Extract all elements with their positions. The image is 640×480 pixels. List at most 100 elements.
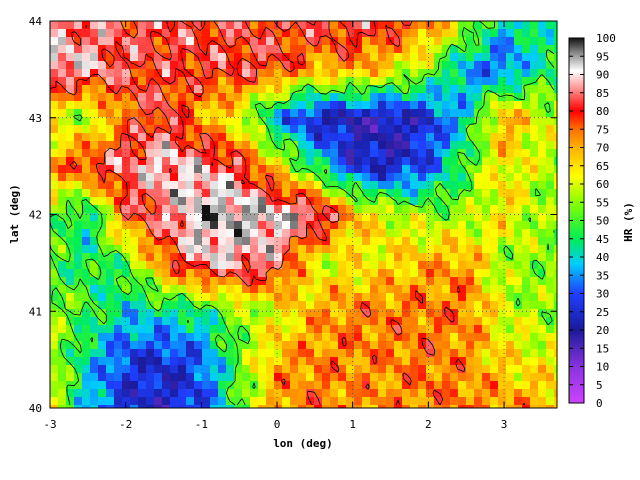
x-tick-label: -2 — [119, 418, 132, 431]
heatmap-cell — [346, 341, 355, 350]
heatmap-cell — [514, 333, 523, 342]
heatmap-cell — [154, 53, 163, 62]
heatmap-cell — [90, 189, 99, 198]
heatmap-cell — [314, 45, 323, 54]
heatmap-cell — [322, 325, 331, 334]
heatmap-cell — [370, 101, 379, 110]
heatmap-cell — [106, 213, 115, 222]
colorbar-tick-label: 35 — [596, 269, 609, 282]
heatmap-cell — [122, 405, 131, 408]
heatmap-cell — [410, 349, 419, 358]
heatmap-cell — [330, 397, 339, 406]
heatmap-cell — [530, 189, 539, 198]
heatmap-cell — [210, 373, 219, 382]
heatmap-cell — [546, 237, 555, 246]
heatmap-cell — [370, 285, 379, 294]
heatmap-cell — [66, 61, 75, 70]
heatmap-cell — [130, 61, 139, 70]
heatmap-cell — [442, 21, 451, 30]
heatmap-cell — [298, 101, 307, 110]
heatmap-cell — [82, 45, 91, 54]
heatmap-cell — [474, 253, 483, 262]
heatmap-cell — [330, 341, 339, 350]
heatmap-cell — [242, 69, 251, 78]
heatmap-cell — [402, 269, 411, 278]
colorbar-tick-label: 100 — [596, 32, 616, 45]
heatmap-cell — [338, 285, 347, 294]
heatmap-cell — [250, 109, 259, 118]
heatmap-cell — [194, 37, 203, 46]
heatmap-cell — [338, 237, 347, 246]
heatmap-cell — [402, 93, 411, 102]
heatmap-cell — [482, 357, 491, 366]
heatmap-cell — [338, 229, 347, 238]
heatmap-cell — [90, 37, 99, 46]
heatmap-cell — [394, 29, 403, 38]
heatmap-cell — [546, 341, 555, 350]
heatmap-cell — [386, 365, 395, 374]
heatmap-cell — [314, 85, 323, 94]
heatmap-cell — [122, 333, 131, 342]
heatmap-cell — [514, 61, 523, 70]
heatmap-cell — [178, 245, 187, 254]
heatmap-cell — [450, 269, 459, 278]
heatmap-cell — [162, 37, 171, 46]
heatmap-cell — [82, 293, 91, 302]
heatmap-cell — [410, 301, 419, 310]
heatmap-cell — [290, 405, 299, 408]
heatmap-cell — [146, 301, 155, 310]
heatmap-cell — [170, 317, 179, 326]
heatmap-cell — [210, 237, 219, 246]
heatmap-cell — [306, 309, 315, 318]
heatmap-cell — [274, 45, 283, 54]
heatmap-cell — [82, 85, 91, 94]
heatmap-cell — [458, 93, 467, 102]
heatmap-cell — [114, 213, 123, 222]
heatmap-cell — [194, 29, 203, 38]
heatmap-cell — [538, 293, 547, 302]
heatmap-cell — [322, 365, 331, 374]
heatmap-cell — [458, 365, 467, 374]
heatmap-cell — [498, 189, 507, 198]
heatmap-cell — [50, 349, 59, 358]
heatmap-cell — [242, 109, 251, 118]
heatmap-cell — [442, 373, 451, 382]
heatmap-cell — [458, 61, 467, 70]
heatmap-cell — [226, 277, 235, 286]
heatmap-cell — [354, 101, 363, 110]
heatmap-cell — [170, 141, 179, 150]
heatmap-cell — [90, 237, 99, 246]
heatmap-cell — [370, 397, 379, 406]
heatmap-cell — [274, 117, 283, 126]
heatmap-cell — [66, 53, 75, 62]
heatmap-cell — [130, 285, 139, 294]
heatmap-cell — [106, 373, 115, 382]
heatmap-cell — [330, 229, 339, 238]
heatmap-cell — [98, 309, 107, 318]
heatmap-cell — [538, 237, 547, 246]
heatmap-cell — [514, 341, 523, 350]
heatmap-cell — [514, 349, 523, 358]
heatmap-cell — [402, 157, 411, 166]
heatmap-cell — [482, 301, 491, 310]
heatmap-cell — [522, 21, 531, 30]
heatmap-cell — [138, 149, 147, 158]
heatmap-cell — [114, 53, 123, 62]
heatmap-cell — [442, 53, 451, 62]
heatmap-cell — [394, 189, 403, 198]
heatmap-cell — [530, 53, 539, 62]
heatmap-cell — [50, 221, 59, 230]
heatmap-cell — [146, 37, 155, 46]
heatmap-cell — [458, 141, 467, 150]
heatmap-cell — [322, 349, 331, 358]
heatmap-cell — [514, 133, 523, 142]
heatmap-cell — [522, 349, 531, 358]
heatmap-cell — [234, 261, 243, 270]
heatmap-cell — [386, 109, 395, 118]
heatmap-cell — [250, 37, 259, 46]
heatmap-cell — [458, 45, 467, 54]
heatmap-cell — [466, 341, 475, 350]
heatmap-cell — [274, 37, 283, 46]
heatmap-cell — [114, 117, 123, 126]
heatmap-cell — [370, 301, 379, 310]
